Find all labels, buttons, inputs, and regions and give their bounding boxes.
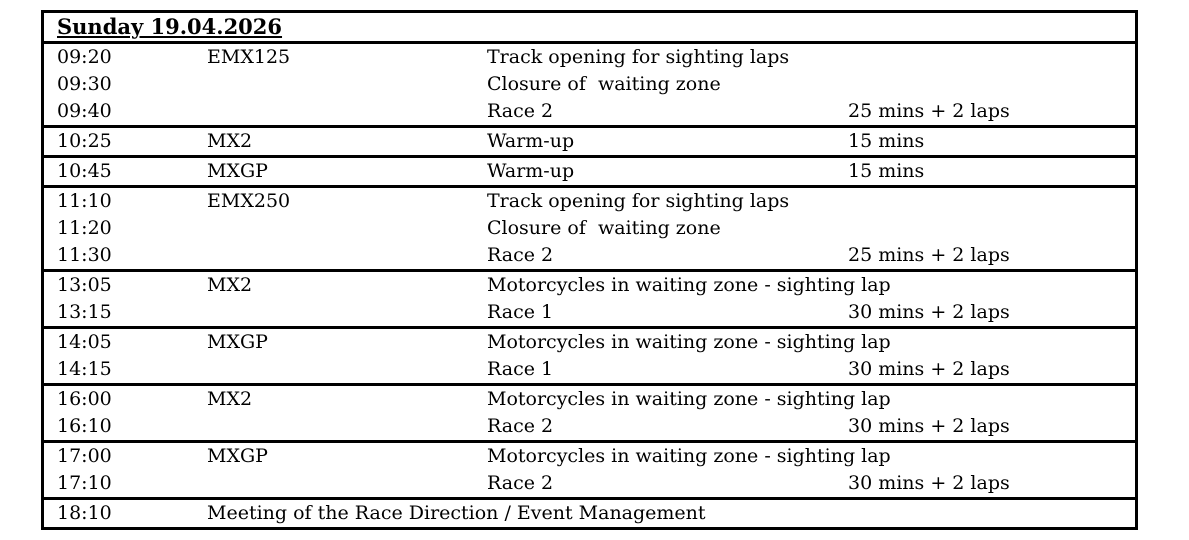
time-cell: 11:20 (57, 217, 112, 239)
duration-cell: 30 mins + 2 laps (848, 415, 1010, 437)
time-cell: 14:05 (57, 331, 112, 353)
time-cell: 09:30 (57, 73, 112, 95)
schedule-row: 10:25 MX2 Warm-up 15 mins (44, 128, 1135, 155)
duration-cell (848, 386, 1135, 413)
day-header: Sunday 19.04.2026 (44, 13, 1135, 44)
duration-cell (848, 44, 1135, 71)
schedule-row: 13:05 MX2 Motorcycles in waiting zone - … (44, 272, 1135, 299)
duration-cell: 15 mins (848, 160, 925, 182)
time-cell: 16:10 (57, 415, 112, 437)
schedule-group: 17:00 MXGP Motorcycles in waiting zone -… (44, 443, 1135, 500)
time-cell: 17:00 (57, 445, 112, 467)
class-cell: MXGP (207, 331, 268, 353)
schedule-row: 13:15 Race 1 30 mins + 2 laps (44, 299, 1135, 326)
duration-cell (848, 329, 1135, 356)
activity-cell: Race 2 (487, 244, 554, 266)
class-cell (207, 470, 487, 497)
activity-cell: Race 1 (487, 301, 554, 323)
duration-cell: 30 mins + 2 laps (848, 472, 1010, 494)
schedule-row: 16:00 MX2 Motorcycles in waiting zone - … (44, 386, 1135, 413)
time-cell: 10:25 (57, 130, 112, 152)
time-cell: 10:45 (57, 160, 112, 182)
duration-cell (848, 272, 1135, 299)
class-cell: EMX250 (207, 190, 291, 212)
duration-cell: 15 mins (848, 130, 925, 152)
activity-cell: Motorcycles in waiting zone - sighting l… (487, 388, 891, 410)
schedule-group: 14:05 MXGP Motorcycles in waiting zone -… (44, 329, 1135, 386)
schedule-group: 13:05 MX2 Motorcycles in waiting zone - … (44, 272, 1135, 329)
activity-cell: Warm-up (487, 160, 575, 182)
class-cell: MX2 (207, 130, 253, 152)
class-cell: EMX125 (207, 46, 291, 68)
duration-cell: 30 mins + 2 laps (848, 358, 1010, 380)
schedule-row: 17:00 MXGP Motorcycles in waiting zone -… (44, 443, 1135, 470)
time-cell: 11:10 (57, 190, 112, 212)
class-cell: MXGP (207, 445, 268, 467)
class-cell: MX2 (207, 388, 253, 410)
schedule-row: 16:10 Race 2 30 mins + 2 laps (44, 413, 1135, 440)
time-cell: 14:15 (57, 358, 112, 380)
schedule-group: 18:10 Meeting of the Race Direction / Ev… (44, 500, 1135, 527)
class-cell (207, 242, 487, 269)
duration-cell: 25 mins + 2 laps (848, 100, 1010, 122)
class-cell: MX2 (207, 274, 253, 296)
class-cell: MXGP (207, 160, 268, 182)
schedule-table: Sunday 19.04.2026 09:20 EMX125 Track ope… (41, 10, 1138, 530)
schedule-row: 11:20 Closure of waiting zone (44, 215, 1135, 242)
activity-cell: Track opening for sighting laps (487, 46, 790, 68)
activity-cell: Closure of waiting zone (487, 73, 721, 95)
schedule-row: 09:30 Closure of waiting zone (44, 71, 1135, 98)
schedule-group: 10:25 MX2 Warm-up 15 mins (44, 128, 1135, 158)
activity-cell: Motorcycles in waiting zone - sighting l… (487, 274, 891, 296)
time-cell: 13:05 (57, 274, 112, 296)
activity-cell: Motorcycles in waiting zone - sighting l… (487, 445, 891, 467)
schedule-row: 09:20 EMX125 Track opening for sighting … (44, 44, 1135, 71)
time-cell: 16:00 (57, 388, 112, 410)
schedule-row: 17:10 Race 2 30 mins + 2 laps (44, 470, 1135, 497)
time-cell: 09:40 (57, 100, 112, 122)
class-cell (207, 356, 487, 383)
activity-cell: Race 2 (487, 472, 554, 494)
schedule-row: 09:40 Race 2 25 mins + 2 laps (44, 98, 1135, 125)
schedule-row: 14:15 Race 1 30 mins + 2 laps (44, 356, 1135, 383)
schedule-row: 11:30 Race 2 25 mins + 2 laps (44, 242, 1135, 269)
schedule-group: 11:10 EMX250 Track opening for sighting … (44, 188, 1135, 272)
class-cell (207, 98, 487, 125)
time-cell: 09:20 (57, 46, 112, 68)
schedule-row: 18:10 Meeting of the Race Direction / Ev… (44, 500, 1135, 527)
schedule-group: 16:00 MX2 Motorcycles in waiting zone - … (44, 386, 1135, 443)
class-cell (207, 215, 487, 242)
activity-cell: Closure of waiting zone (487, 217, 721, 239)
duration-cell (848, 443, 1135, 470)
time-cell: 11:30 (57, 244, 112, 266)
duration-cell (848, 71, 1135, 98)
schedule-row: 10:45 MXGP Warm-up 15 mins (44, 158, 1135, 185)
activity-cell: Warm-up (487, 130, 575, 152)
schedule-row: 14:05 MXGP Motorcycles in waiting zone -… (44, 329, 1135, 356)
time-cell: 17:10 (57, 472, 112, 494)
time-cell: 18:10 (57, 502, 112, 524)
schedule-group: 09:20 EMX125 Track opening for sighting … (44, 44, 1135, 128)
schedule-groups: 09:20 EMX125 Track opening for sighting … (44, 44, 1135, 527)
activity-cell: Race 2 (487, 415, 554, 437)
duration-cell: 30 mins + 2 laps (848, 301, 1010, 323)
activity-cell: Motorcycles in waiting zone - sighting l… (487, 331, 891, 353)
time-cell: 13:15 (57, 301, 112, 323)
duration-cell (848, 215, 1135, 242)
class-cell (207, 299, 487, 326)
duration-cell: 25 mins + 2 laps (848, 244, 1010, 266)
span-cell: Meeting of the Race Direction / Event Ma… (207, 502, 706, 524)
activity-cell: Race 2 (487, 100, 554, 122)
activity-cell: Track opening for sighting laps (487, 190, 790, 212)
class-cell (207, 71, 487, 98)
activity-cell: Race 1 (487, 358, 554, 380)
schedule-group: 10:45 MXGP Warm-up 15 mins (44, 158, 1135, 188)
schedule-row: 11:10 EMX250 Track opening for sighting … (44, 188, 1135, 215)
day-title: Sunday 19.04.2026 (57, 14, 283, 39)
class-cell (207, 413, 487, 440)
duration-cell (848, 188, 1135, 215)
